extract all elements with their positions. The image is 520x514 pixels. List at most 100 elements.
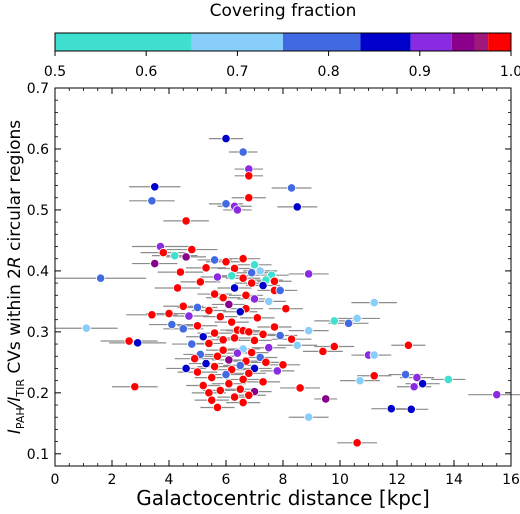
data-point — [286, 334, 297, 344]
y-tick-label: 0.3 — [27, 325, 49, 341]
data-point — [201, 263, 211, 273]
y-label-i1: I — [5, 429, 25, 434]
y-label-sub-tir: TIR — [14, 379, 27, 398]
data-point — [235, 360, 245, 371]
data-point — [212, 402, 223, 413]
data-point — [238, 374, 248, 385]
x-tick-label: 6 — [222, 472, 231, 488]
data-point — [281, 304, 291, 314]
colorbar-tick-label: 0.8 — [317, 64, 339, 80]
colorbar-tick-label: 1.0 — [500, 64, 520, 80]
x-tick-label: 12 — [388, 472, 406, 488]
colorbar-segments — [55, 33, 511, 51]
data-point — [207, 372, 217, 383]
data-point — [443, 374, 453, 385]
data-point — [275, 285, 285, 296]
y-tick-label: 0.1 — [27, 447, 49, 463]
data-point — [221, 369, 231, 380]
data-point — [304, 412, 314, 422]
plot-frame — [54, 87, 512, 467]
data-point — [224, 299, 234, 310]
data-point — [261, 357, 271, 367]
data-point — [255, 266, 265, 276]
data-point — [258, 329, 268, 339]
colorbar-label: Covering fraction — [210, 1, 357, 21]
y-tick-label: 0.7 — [27, 81, 49, 97]
data-point — [321, 394, 331, 404]
data-point — [264, 343, 274, 353]
data-point — [130, 382, 140, 392]
data-point — [295, 383, 305, 393]
data-point — [235, 307, 245, 317]
data-point — [178, 324, 188, 334]
data-point — [369, 298, 379, 308]
data-point — [249, 260, 260, 270]
data-point — [147, 196, 157, 206]
data-point — [244, 327, 254, 337]
data-point — [238, 397, 248, 408]
data-point — [124, 336, 134, 346]
data-points — [81, 134, 502, 448]
data-point — [352, 313, 362, 324]
data-point — [269, 322, 280, 332]
data-point — [181, 216, 191, 226]
data-point — [275, 330, 285, 341]
data-point — [409, 382, 419, 392]
data-point — [192, 321, 203, 331]
data-point — [229, 333, 240, 343]
data-point — [238, 273, 248, 283]
y-tick-label: 0.2 — [27, 386, 49, 402]
data-point — [418, 379, 428, 389]
y-label-slash-i: /I — [5, 397, 25, 410]
colorbar-segment-4 — [410, 33, 452, 51]
data-point — [184, 311, 194, 321]
data-point — [187, 244, 197, 255]
colorbar-segment-1 — [191, 33, 283, 51]
x-axis: 0 2 4 6 8 10 12 14 16 — [51, 88, 520, 488]
data-point — [292, 340, 302, 350]
data-point — [352, 438, 362, 448]
data-point — [269, 276, 280, 286]
data-point — [412, 372, 422, 383]
colorbar-segment-2 — [283, 33, 361, 51]
data-point — [212, 351, 223, 361]
colorbar-tick-label: 0.7 — [226, 64, 248, 80]
data-point — [249, 294, 260, 304]
data-point — [133, 338, 143, 348]
data-point — [292, 202, 302, 212]
data-point — [195, 277, 205, 287]
data-point — [304, 326, 314, 336]
data-point — [238, 147, 248, 157]
data-point — [221, 257, 231, 267]
data-point — [227, 317, 237, 327]
colorbar-segment-0 — [55, 33, 192, 51]
data-point — [369, 371, 379, 381]
data-point — [147, 310, 157, 320]
plot-area: 0 2 4 6 8 10 12 14 16 0.1 0.2 0.3 0.4 0.5 0.6 0.7 — [27, 81, 520, 488]
data-point — [210, 362, 220, 372]
data-point — [227, 271, 237, 281]
data-point — [164, 308, 174, 319]
data-point — [252, 313, 262, 323]
data-point — [232, 348, 242, 358]
data-point — [343, 318, 354, 328]
data-point — [329, 341, 339, 352]
data-point — [198, 380, 208, 391]
colorbar-tick-label: 0.6 — [135, 64, 157, 80]
data-point — [258, 377, 268, 387]
colorbar-segment-3 — [360, 33, 411, 51]
x-tick-label: 2 — [108, 472, 117, 488]
data-point — [218, 335, 228, 345]
data-point — [201, 358, 211, 369]
data-point — [244, 368, 254, 378]
y-label-rest-b: R — [5, 256, 25, 268]
data-point — [247, 268, 257, 278]
data-point — [96, 273, 106, 283]
data-point — [244, 390, 254, 400]
data-point — [190, 354, 200, 364]
data-point — [181, 252, 191, 262]
x-axis-label: Galactocentric distance [kpc] — [136, 486, 430, 510]
data-point — [318, 346, 328, 356]
data-point — [181, 363, 191, 374]
data-point — [207, 395, 217, 405]
